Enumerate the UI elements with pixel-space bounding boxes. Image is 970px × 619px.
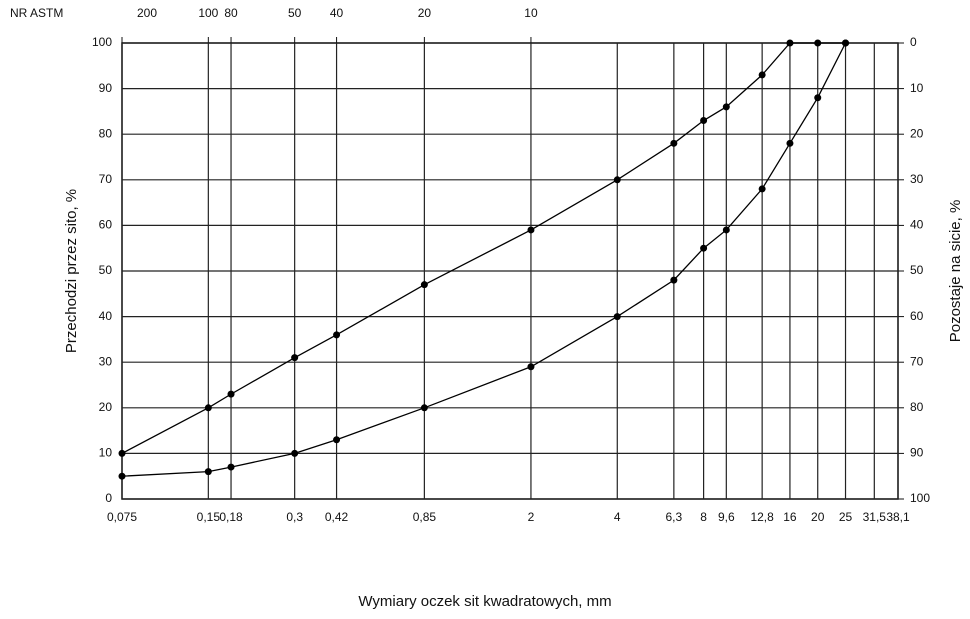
data-point (700, 117, 708, 125)
x-tick-label: 12,8 (750, 510, 774, 524)
data-point (722, 226, 730, 234)
data-point (527, 226, 535, 234)
data-point (527, 363, 535, 371)
y-tick-label: 90 (99, 81, 113, 95)
y2-tick-label: 100 (910, 491, 930, 505)
x2-tick-label: 80 (224, 6, 238, 20)
y-axis-label: Przechodzi przez sito, % (63, 189, 80, 353)
y2-tick-label: 70 (910, 354, 924, 368)
x2-tick-label: 50 (288, 6, 302, 20)
data-point (814, 94, 822, 102)
x-tick-label: 16 (783, 510, 797, 524)
data-point (204, 404, 212, 412)
data-point (227, 463, 235, 471)
x-tick-label: 38,1 (886, 510, 910, 524)
y2-tick-label: 20 (910, 126, 924, 140)
data-point (118, 449, 126, 457)
data-point (291, 354, 299, 362)
data-point (758, 185, 766, 193)
y-tick-label: 80 (99, 126, 113, 140)
x-tick-label: 0,18 (219, 510, 243, 524)
data-point (333, 436, 341, 444)
top-axis-label: NR ASTM (10, 6, 63, 20)
x-tick-label: 6,3 (666, 510, 683, 524)
y-tick-label: 60 (99, 218, 113, 232)
x2-tick-label: 10 (524, 6, 538, 20)
x-tick-label: 8 (700, 510, 707, 524)
x2-tick-label: 40 (330, 6, 344, 20)
data-point (333, 331, 341, 339)
y2-tick-label: 30 (910, 172, 924, 186)
data-point (420, 404, 428, 412)
y2-tick-label: 90 (910, 446, 924, 460)
x-tick-label: 0,075 (107, 510, 137, 524)
x-tick-label: 25 (839, 510, 853, 524)
x-tick-label: 0,15 (197, 510, 221, 524)
y-tick-label: 40 (99, 309, 113, 323)
y2-tick-label: 80 (910, 400, 924, 414)
data-point (291, 449, 299, 457)
x-tick-label: 0,42 (325, 510, 349, 524)
y2-tick-label: 10 (910, 81, 924, 95)
y2-axis-label: Pozostaje na sicie, % (947, 200, 964, 343)
y-tick-label: 70 (99, 172, 113, 186)
data-point (118, 472, 126, 480)
data-point (758, 71, 766, 79)
y-tick-label: 20 (99, 400, 113, 414)
y2-tick-label: 60 (910, 309, 924, 323)
y2-tick-label: 40 (910, 218, 924, 232)
y-tick-label: 100 (92, 35, 112, 49)
data-point (786, 139, 794, 147)
data-point (814, 39, 822, 47)
data-point (670, 139, 678, 147)
data-point (842, 39, 850, 47)
x-tick-label: 2 (528, 510, 535, 524)
y-tick-label: 30 (99, 354, 113, 368)
data-point (204, 468, 212, 476)
data-point (786, 39, 794, 47)
x2-tick-label: 20 (418, 6, 432, 20)
data-point (227, 390, 235, 398)
data-point (700, 244, 708, 252)
data-point (613, 176, 621, 184)
y-tick-label: 50 (99, 263, 113, 277)
y-tick-label: 0 (105, 491, 112, 505)
x-tick-label: 20 (811, 510, 825, 524)
x-axis-label: Wymiary oczek sit kwadratowych, mm (358, 593, 611, 610)
data-point (420, 281, 428, 289)
y2-tick-label: 0 (910, 35, 917, 49)
x-tick-label: 9,6 (718, 510, 735, 524)
x2-tick-label: 200 (137, 6, 157, 20)
x-tick-label: 0,3 (286, 510, 303, 524)
data-point (613, 313, 621, 321)
data-point (670, 276, 678, 284)
x-tick-label: 31,5 (863, 510, 887, 524)
x-tick-label: 4 (614, 510, 621, 524)
y-tick-label: 10 (99, 446, 113, 460)
y2-tick-label: 50 (910, 263, 924, 277)
x2-tick-label: 100 (198, 6, 218, 20)
data-point (722, 103, 730, 111)
x-tick-label: 0,85 (413, 510, 437, 524)
